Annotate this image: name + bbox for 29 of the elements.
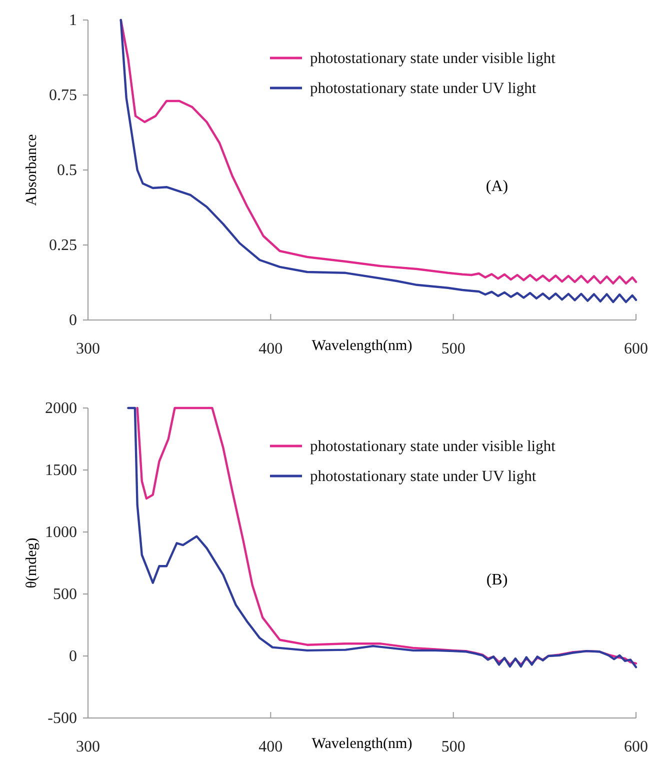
y-tick-label: 0 — [69, 648, 77, 666]
legend-label: photostationary state under visible light — [310, 50, 556, 67]
x-tick-label: 400 — [258, 738, 283, 756]
y-tick-label: 500 — [53, 586, 77, 604]
x-tick-label: 600 — [624, 340, 648, 358]
y-tick-label: 0 — [69, 312, 77, 330]
y-tick-label: 0.5 — [57, 162, 77, 180]
y-axis-title: Absorbance — [24, 134, 40, 206]
y-tick-label: 1000 — [45, 524, 77, 542]
legend-label: photostationary state under visible light — [310, 438, 556, 455]
x-tick-label: 400 — [258, 340, 283, 358]
x-tick-label: 500 — [441, 340, 466, 358]
annotation: (A) — [486, 178, 508, 195]
y-tick-label: 0.75 — [49, 87, 77, 104]
y-tick-label: 1 — [69, 12, 77, 30]
x-axis-title: Wavelength(nm) — [312, 736, 412, 752]
y-tick-label: 1500 — [45, 462, 77, 480]
legend-label: photostationary state under UV light — [310, 468, 537, 485]
y-tick-label: -500 — [48, 710, 77, 728]
annotation: (B) — [486, 572, 508, 589]
y-tick-label: 0.25 — [49, 237, 77, 254]
x-tick-label: 300 — [76, 738, 100, 756]
y-axis-title: θ(mdeg) — [24, 538, 40, 588]
x-tick-label: 500 — [441, 738, 466, 756]
x-tick-label: 300 — [76, 340, 100, 358]
legend-label: photostationary state under UV light — [310, 80, 537, 97]
y-tick-label: 2000 — [45, 400, 77, 418]
x-axis-title: Wavelength(nm) — [312, 338, 412, 354]
x-tick-label: 600 — [624, 738, 648, 756]
